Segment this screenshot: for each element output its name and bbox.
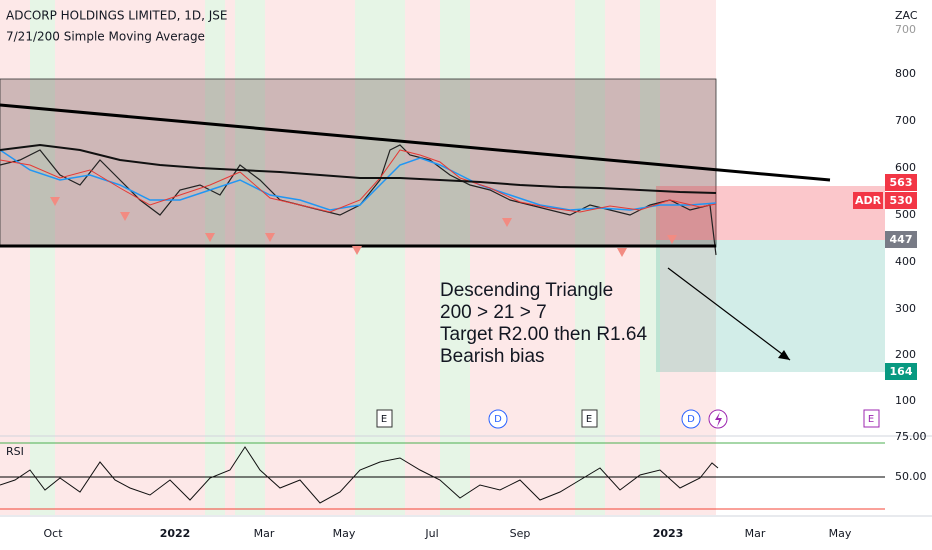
event-marker: E <box>586 414 592 425</box>
chart-title: ADCORP HOLDINGS LIMITED, 1D, JSE <box>6 9 227 23</box>
target-zone <box>656 240 885 372</box>
price-label: 600 <box>895 161 916 174</box>
price-tag: 530 <box>890 194 913 207</box>
event-marker: E <box>381 414 387 425</box>
rsi-line <box>0 446 719 504</box>
tag-bg <box>885 174 917 191</box>
tag-bg <box>885 231 917 248</box>
price-label: 100 <box>895 394 916 407</box>
sma-200 <box>0 143 717 194</box>
tag-bg <box>853 192 883 209</box>
range-box <box>0 78 717 248</box>
annotation-line: Bearish bias <box>440 346 545 367</box>
time-label: 2023 <box>653 527 684 540</box>
event-marker: D <box>687 414 695 425</box>
time-label: Jul <box>424 527 438 540</box>
risk-zone <box>656 186 885 240</box>
time-label: Sep <box>510 527 531 540</box>
price-label: 700 <box>895 114 916 127</box>
price-label: 500 <box>895 208 916 221</box>
price-label: 700 <box>895 23 916 36</box>
event-box[interactable] <box>681 409 701 429</box>
sma-21 <box>0 149 717 211</box>
rsi-label: RSI <box>6 445 24 458</box>
time-label: Mar <box>745 527 766 540</box>
event-marker: E <box>868 414 874 425</box>
annotation-line: Descending Triangle <box>440 280 613 301</box>
annotation-line: Target R2.00 then R1.64 <box>440 324 647 345</box>
price-tag: 447 <box>890 233 913 246</box>
annotation-line: 200 > 21 > 7 <box>440 302 547 323</box>
price-tag: 563 <box>890 176 913 189</box>
background-stripes <box>0 0 885 515</box>
event-marker: D <box>494 414 502 425</box>
time-label: Mar <box>254 527 275 540</box>
tag-bg <box>885 192 917 209</box>
price-label: 200 <box>895 348 916 361</box>
price-label: 400 <box>895 255 916 268</box>
arrow <box>667 267 791 361</box>
time-label: 2022 <box>160 527 191 540</box>
pivot-markers <box>50 197 677 257</box>
event-box[interactable] <box>488 409 508 429</box>
indicator-label: 7/21/200 Simple Moving Average <box>6 30 205 44</box>
time-label: May <box>333 527 356 540</box>
event-box[interactable] <box>581 409 598 428</box>
price-axis <box>885 0 932 550</box>
time-label: Oct <box>43 527 63 540</box>
event-box[interactable] <box>376 409 393 428</box>
time-label: May <box>829 527 852 540</box>
currency: ZAC <box>895 9 918 22</box>
rsi-level: 75.00 <box>895 430 927 443</box>
rsi-level: 50.00 <box>895 470 927 483</box>
symbol-tag: ADR <box>855 194 882 207</box>
arrow-head <box>778 350 790 360</box>
event-box[interactable] <box>863 409 880 428</box>
price-label: 800 <box>895 67 916 80</box>
lightning <box>715 412 722 427</box>
tag-bg <box>885 363 917 380</box>
resistance-line <box>0 103 831 182</box>
price-label: 300 <box>895 302 916 315</box>
price-tag: 164 <box>890 365 913 378</box>
